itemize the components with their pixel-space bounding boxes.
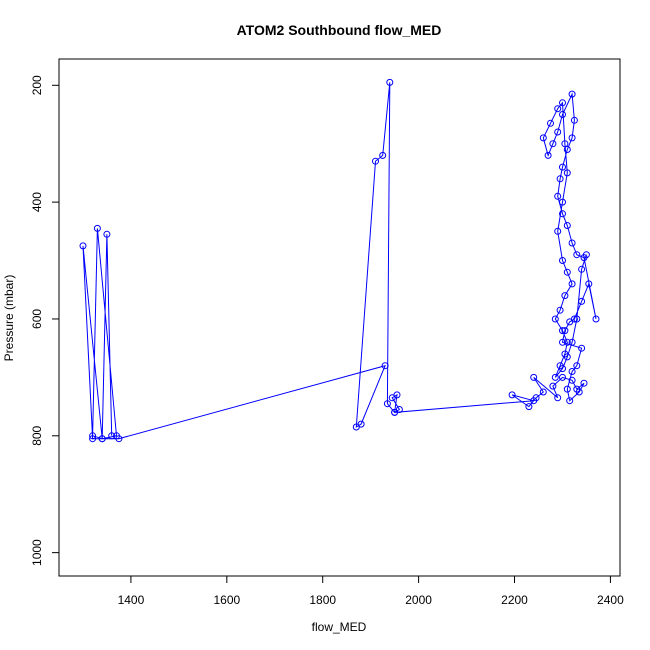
data-point (580, 379, 588, 387)
data-point (561, 292, 569, 300)
data-point (115, 435, 123, 443)
data-point (573, 362, 581, 370)
data-point (89, 435, 97, 443)
data-point (582, 251, 590, 259)
data-point (568, 368, 576, 375)
data-point (103, 230, 111, 238)
data-point (578, 344, 586, 352)
data-point (573, 315, 581, 323)
data-point (570, 315, 578, 323)
x-axis-label: flow_MED (312, 620, 367, 634)
x-tick-label: 1400 (118, 593, 145, 607)
chart-title: ATOM2 Southbound flow_MED (237, 22, 442, 38)
data-point (559, 365, 566, 373)
data-point (89, 432, 97, 440)
data-point (391, 408, 399, 416)
y-tick-label: 800 (30, 425, 44, 445)
data-point (549, 140, 557, 148)
data-point (563, 146, 571, 153)
data-point (559, 373, 566, 381)
data-point (559, 163, 566, 171)
data-point (393, 391, 401, 399)
data-point (563, 353, 571, 361)
series-line (82, 82, 597, 440)
data-point (79, 242, 87, 250)
data-point (547, 119, 554, 127)
data-point (592, 315, 600, 323)
data-point (549, 382, 557, 390)
data-point (508, 391, 516, 399)
data-point (561, 140, 569, 148)
data-point (568, 376, 576, 384)
data-point (372, 157, 379, 165)
x-axis: 1400 1600 1800 2000 2200 2400 (118, 576, 624, 607)
data-point (570, 116, 578, 124)
data-point (563, 338, 571, 346)
data-point (578, 297, 586, 305)
y-axis-label: Pressure (mbar) (2, 275, 16, 362)
data-point (563, 385, 571, 393)
y-tick-label: 600 (30, 309, 44, 329)
x-tick-label: 2200 (501, 593, 528, 607)
y-axis: 200 400 600 800 1000 (30, 75, 59, 566)
data-point (551, 373, 559, 381)
data-point (554, 192, 562, 200)
data-point (554, 227, 562, 235)
data-point (559, 210, 566, 218)
data-point (573, 251, 581, 259)
data-point (530, 373, 538, 381)
data-point (379, 151, 387, 159)
data-point (559, 99, 566, 107)
data-point (554, 128, 562, 136)
data-point (575, 388, 583, 396)
data-point (568, 280, 576, 288)
data-point (578, 265, 586, 273)
x-tick-label: 2400 (597, 593, 624, 607)
data-point (559, 257, 566, 264)
data-point (559, 198, 566, 206)
data-point (352, 423, 360, 431)
data-point (585, 280, 593, 288)
data-point (525, 403, 533, 411)
data-point (554, 394, 562, 402)
data-point (544, 151, 552, 159)
data-point (381, 362, 389, 370)
data-point (559, 327, 566, 335)
x-tick-label: 2000 (405, 593, 432, 607)
data-point (568, 90, 576, 98)
series-layer (79, 78, 600, 443)
data-point (98, 435, 106, 443)
x-tick-label: 1800 (309, 593, 336, 607)
data-point (93, 224, 101, 232)
data-point (563, 268, 571, 276)
plot-frame (58, 58, 621, 577)
data-point (561, 327, 569, 335)
data-point (554, 105, 562, 113)
data-point (551, 315, 559, 323)
data-point (532, 394, 540, 402)
data-point (556, 306, 564, 314)
data-point (539, 388, 547, 396)
data-point (568, 134, 576, 142)
data-point (563, 169, 571, 177)
data-point (566, 397, 574, 405)
data-point (568, 338, 576, 346)
data-point (559, 338, 566, 346)
data-point (568, 239, 576, 247)
data-point (383, 400, 391, 408)
y-tick-label: 200 (30, 75, 44, 95)
data-point (563, 222, 571, 229)
data-point (386, 78, 394, 86)
data-point (108, 432, 116, 440)
data-point (556, 175, 564, 183)
data-point (539, 134, 547, 142)
y-tick-label: 400 (30, 192, 44, 212)
y-tick-label: 1000 (30, 539, 44, 566)
data-point (559, 111, 566, 118)
x-tick-label: 1600 (213, 593, 240, 607)
